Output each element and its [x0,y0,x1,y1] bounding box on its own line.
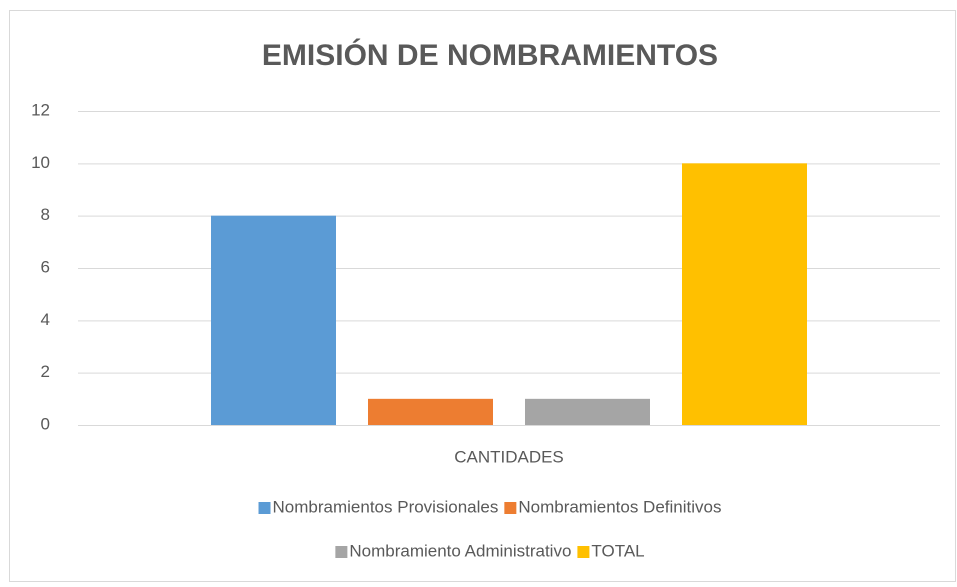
legend-swatch [258,502,271,514]
legend-swatch [335,546,348,558]
y-tick-label: 8 [41,205,50,224]
bar [211,215,336,425]
legend-swatch [504,502,517,514]
y-tick-label: 6 [41,257,50,276]
y-tick-label: 2 [41,362,50,381]
bar [368,398,493,425]
chart-border [9,10,956,582]
chart-title: EMISIÓN DE NOMBRAMIENTOS [262,38,718,72]
legend-label: Nombramientos Definitivos [518,497,721,516]
y-tick-label: 4 [41,310,50,329]
y-tick-label: 12 [31,100,50,119]
x-tick-label: CANTIDADES [454,447,564,466]
y-tick-label: 0 [41,414,50,433]
legend-label: Nombramiento Administrativo [349,541,571,560]
legend-label: TOTAL [591,541,644,560]
legend-label: Nombramientos Provisionales [273,497,499,516]
bar [682,163,807,426]
y-tick-label: 10 [31,153,50,172]
bar [525,398,650,425]
legend-swatch [577,546,590,558]
